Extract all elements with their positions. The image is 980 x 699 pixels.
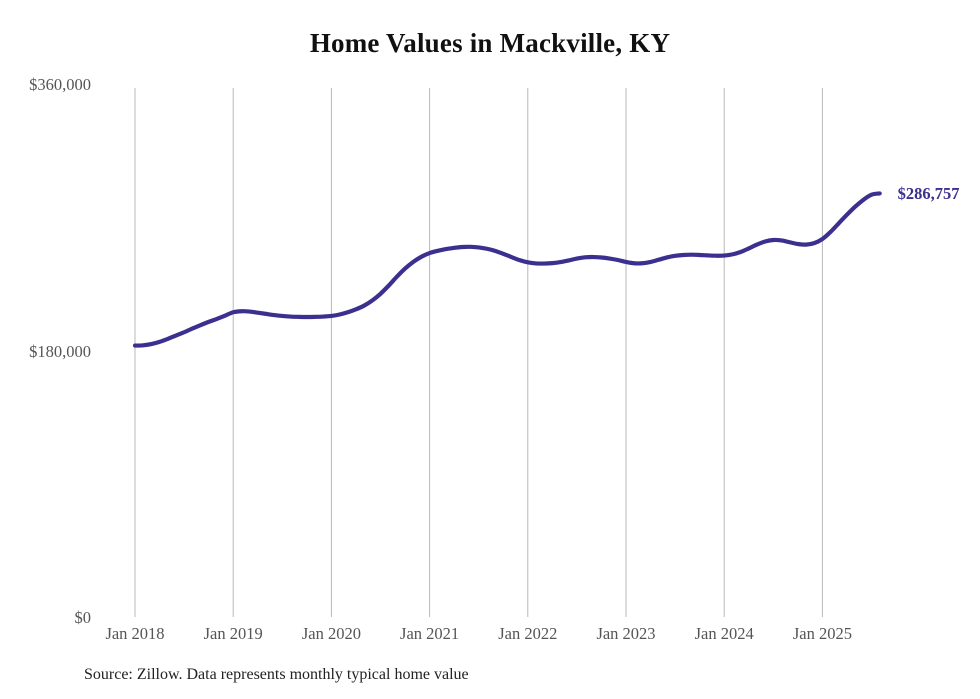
x-axis-tick-label: Jan 2025 [792, 624, 852, 643]
source-note: Source: Zillow. Data represents monthly … [84, 666, 469, 683]
x-axis-tick-label: Jan 2023 [596, 624, 656, 643]
x-axis-tick-label: Jan 2024 [694, 624, 754, 643]
y-axis-tick-label: $180,000 [29, 341, 91, 361]
gridlines [134, 88, 823, 617]
series-line [132, 191, 882, 348]
page-title: Home Values in Mackville, KY [309, 28, 671, 58]
endpoint-value-label: $286,757 [897, 184, 960, 204]
y-axis-tick-label: $360,000 [29, 75, 91, 94]
series-lines [132, 191, 882, 348]
x-axis-tick-label: Jan 2021 [400, 624, 460, 643]
x-axis-tick-label: Jan 2020 [301, 624, 361, 643]
x-axis-tick-label: Jan 2018 [105, 624, 165, 643]
x-axis-tick-label: Jan 2019 [203, 624, 263, 643]
x-axis-tick-label: Jan 2022 [498, 624, 558, 643]
y-axis-tick-label: $0 [74, 608, 92, 627]
